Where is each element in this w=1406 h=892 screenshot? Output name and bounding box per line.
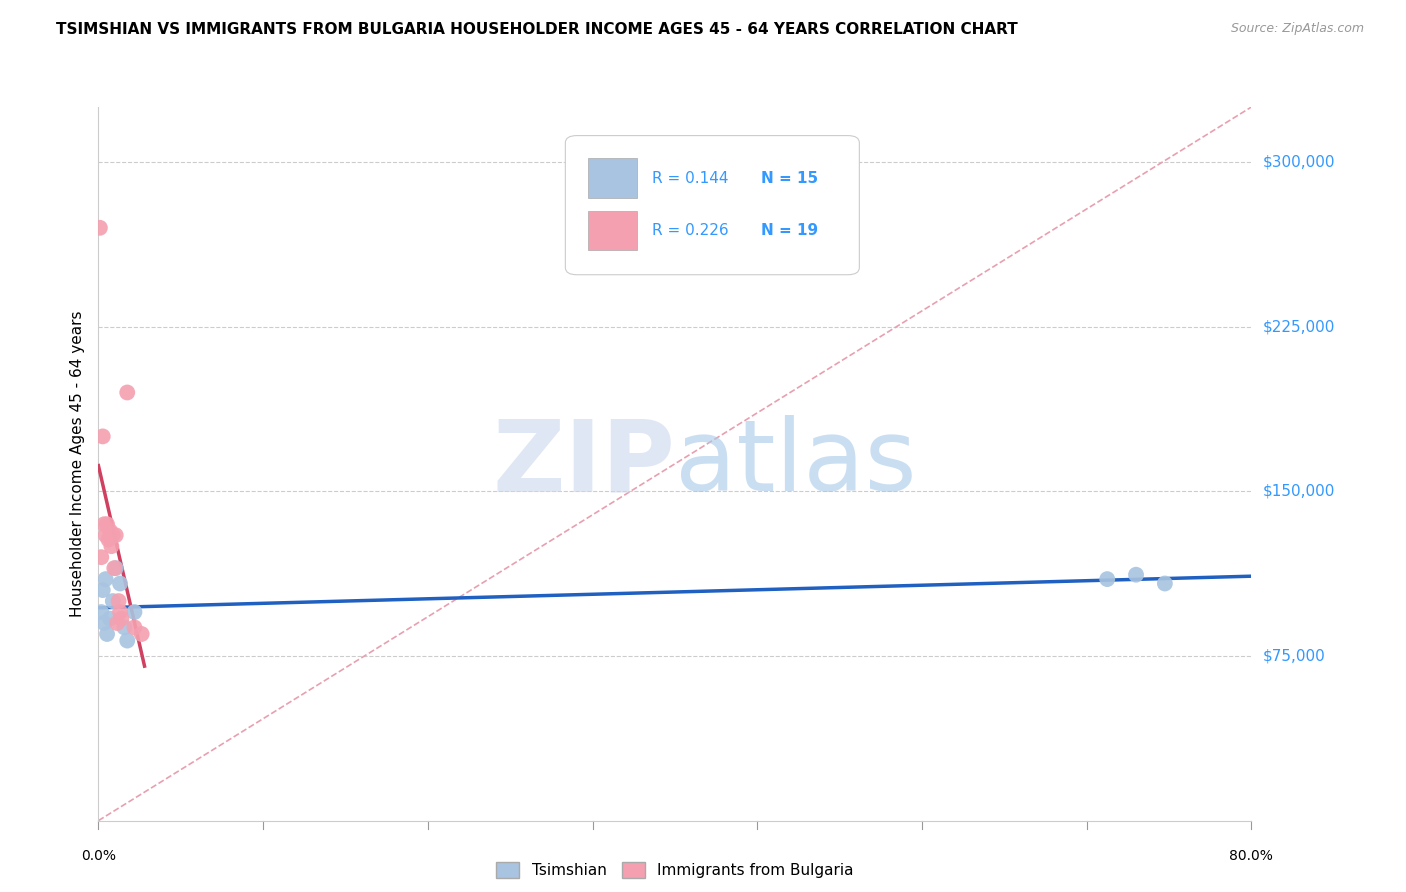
Point — [93, 517, 115, 532]
FancyBboxPatch shape — [588, 211, 637, 250]
Text: R = 0.144: R = 0.144 — [652, 171, 728, 186]
Text: $300,000: $300,000 — [1263, 154, 1336, 169]
Point — [124, 605, 146, 619]
Point — [1125, 567, 1147, 582]
Point — [94, 572, 117, 586]
Text: Source: ZipAtlas.com: Source: ZipAtlas.com — [1230, 22, 1364, 36]
Point — [104, 561, 127, 575]
Point — [112, 620, 135, 634]
Point — [110, 612, 132, 626]
Point — [131, 627, 153, 641]
Point — [108, 576, 131, 591]
Point — [1153, 576, 1175, 591]
Point — [117, 633, 138, 648]
Text: $150,000: $150,000 — [1263, 483, 1336, 499]
Legend: Tsimshian, Immigrants from Bulgaria: Tsimshian, Immigrants from Bulgaria — [491, 856, 859, 884]
Text: $225,000: $225,000 — [1263, 319, 1336, 334]
Point — [89, 220, 111, 235]
Y-axis label: Householder Income Ages 45 - 64 years: Householder Income Ages 45 - 64 years — [69, 310, 84, 617]
Point — [97, 533, 120, 547]
Point — [103, 561, 125, 575]
Text: ZIP: ZIP — [492, 416, 675, 512]
Point — [90, 605, 112, 619]
Point — [90, 550, 112, 565]
Point — [100, 539, 122, 553]
Point — [1097, 572, 1119, 586]
FancyBboxPatch shape — [565, 136, 859, 275]
Text: N = 19: N = 19 — [762, 223, 818, 238]
Point — [94, 528, 117, 542]
Point — [108, 605, 131, 619]
Point — [124, 620, 146, 634]
Point — [117, 385, 138, 400]
Text: N = 15: N = 15 — [762, 171, 818, 186]
Point — [101, 528, 124, 542]
Point — [107, 594, 129, 608]
Text: 0.0%: 0.0% — [82, 849, 115, 863]
Text: atlas: atlas — [675, 416, 917, 512]
Point — [104, 528, 127, 542]
Point — [91, 583, 114, 598]
Point — [93, 615, 115, 630]
Point — [98, 524, 121, 538]
Point — [91, 429, 114, 443]
Text: TSIMSHIAN VS IMMIGRANTS FROM BULGARIA HOUSEHOLDER INCOME AGES 45 - 64 YEARS CORR: TSIMSHIAN VS IMMIGRANTS FROM BULGARIA HO… — [56, 22, 1018, 37]
Text: 80.0%: 80.0% — [1229, 849, 1274, 863]
Text: R = 0.226: R = 0.226 — [652, 223, 728, 238]
Text: $75,000: $75,000 — [1263, 648, 1326, 664]
Point — [96, 627, 118, 641]
FancyBboxPatch shape — [588, 159, 637, 198]
Point — [96, 517, 118, 532]
Point — [98, 612, 121, 626]
Point — [105, 615, 128, 630]
Point — [101, 594, 124, 608]
